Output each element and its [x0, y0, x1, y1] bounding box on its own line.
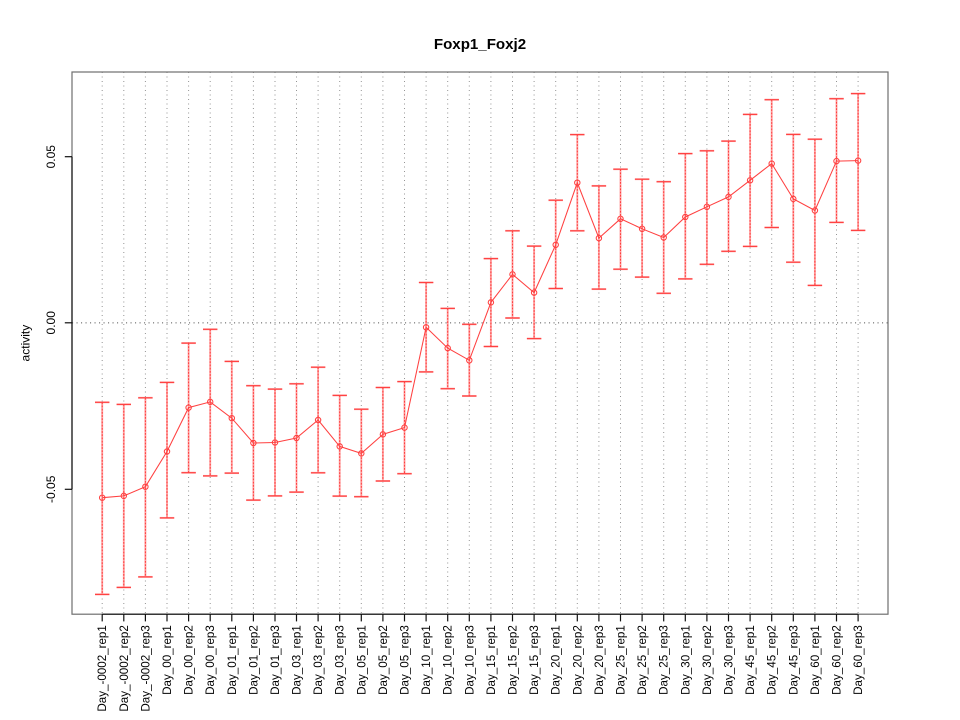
- svg-text:Day_15_rep3: Day_15_rep3: [528, 625, 541, 695]
- svg-text:Day_25_rep1: Day_25_rep1: [615, 625, 628, 695]
- svg-text:Day_60_rep2: Day_60_rep2: [831, 625, 844, 695]
- svg-text:Day_00_rep2: Day_00_rep2: [183, 625, 196, 695]
- svg-text:Day_10_rep3: Day_10_rep3: [463, 625, 476, 695]
- svg-text:Day_10_rep1: Day_10_rep1: [420, 625, 433, 695]
- svg-text:Day_25_rep2: Day_25_rep2: [636, 625, 649, 695]
- svg-text:Day_30_rep1: Day_30_rep1: [679, 625, 692, 695]
- svg-text:Day_03_rep1: Day_03_rep1: [291, 625, 304, 695]
- svg-text:Day_01_rep2: Day_01_rep2: [247, 625, 260, 695]
- svg-text:activity: activity: [19, 325, 33, 362]
- svg-text:Day_45_rep1: Day_45_rep1: [744, 625, 757, 695]
- svg-text:Day_01_rep3: Day_01_rep3: [269, 625, 282, 695]
- svg-text:Foxp1_Foxj2: Foxp1_Foxj2: [434, 36, 526, 53]
- svg-text:Day_20_rep2: Day_20_rep2: [571, 625, 584, 695]
- svg-text:Day_30_rep2: Day_30_rep2: [701, 625, 714, 695]
- svg-text:Day_-0002_rep3: Day_-0002_rep3: [139, 625, 152, 711]
- svg-text:Day_03_rep3: Day_03_rep3: [334, 625, 347, 695]
- svg-text:0.05: 0.05: [44, 145, 58, 169]
- svg-text:Day_05_rep2: Day_05_rep2: [377, 625, 390, 695]
- svg-text:Day_45_rep3: Day_45_rep3: [787, 625, 800, 695]
- svg-text:Day_05_rep1: Day_05_rep1: [355, 625, 368, 695]
- svg-text:Day_05_rep3: Day_05_rep3: [399, 625, 412, 695]
- svg-text:0.00: 0.00: [44, 311, 58, 335]
- svg-text:Day_-0002_rep2: Day_-0002_rep2: [118, 625, 131, 711]
- svg-text:Day_10_rep2: Day_10_rep2: [442, 625, 455, 695]
- svg-text:Day_00_rep3: Day_00_rep3: [204, 625, 217, 695]
- svg-text:Day_20_rep3: Day_20_rep3: [593, 625, 606, 695]
- svg-text:Day_25_rep3: Day_25_rep3: [658, 625, 671, 695]
- svg-text:Day_15_rep1: Day_15_rep1: [485, 625, 498, 695]
- svg-text:Day_20_rep1: Day_20_rep1: [550, 625, 563, 695]
- svg-text:Day_30_rep3: Day_30_rep3: [723, 625, 736, 695]
- svg-text:Day_01_rep1: Day_01_rep1: [226, 625, 239, 695]
- svg-text:-0.05: -0.05: [44, 475, 58, 503]
- svg-text:Day_60_rep3: Day_60_rep3: [852, 625, 865, 695]
- svg-text:Day_03_rep2: Day_03_rep2: [312, 625, 325, 695]
- svg-text:Day_45_rep2: Day_45_rep2: [766, 625, 779, 695]
- svg-text:Day_15_rep2: Day_15_rep2: [507, 625, 520, 695]
- svg-text:Day_00_rep1: Day_00_rep1: [161, 625, 174, 695]
- svg-text:Day_60_rep1: Day_60_rep1: [809, 625, 822, 695]
- svg-text:Day_-0002_rep1: Day_-0002_rep1: [96, 625, 109, 711]
